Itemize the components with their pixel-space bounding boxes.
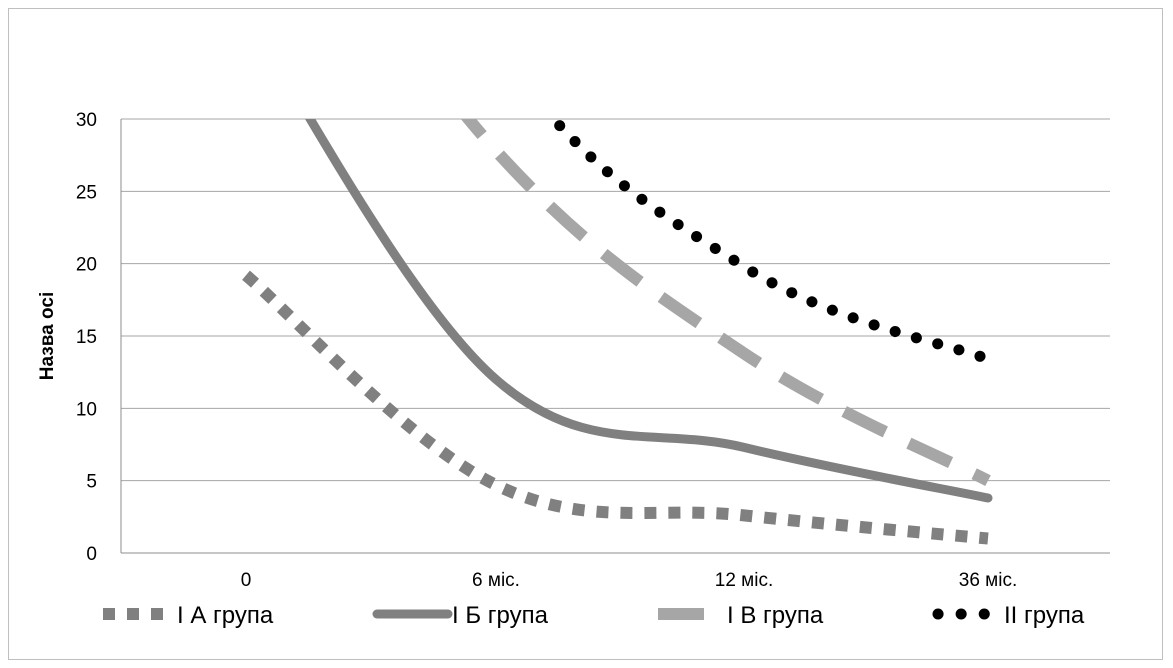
series-line-2 bbox=[460, 119, 991, 486]
y-tick-label: 25 bbox=[76, 182, 97, 203]
y-axis-title: Назва осі bbox=[37, 292, 58, 380]
chart-area bbox=[8, 8, 1163, 660]
x-tick-label: 6 міс. bbox=[472, 570, 520, 591]
gridlines bbox=[120, 118, 1110, 554]
legend-label: І В група bbox=[727, 602, 824, 629]
x-axis-ticks: 0 6 міс. 12 міс. 36 міс. bbox=[241, 570, 1018, 591]
legend: І А група І Б група І В група ІІ група bbox=[103, 602, 1085, 629]
legend-label: І А група bbox=[177, 602, 274, 629]
series-lines bbox=[242, 119, 994, 545]
series-line-0 bbox=[242, 270, 989, 545]
y-tick-label: 15 bbox=[76, 327, 97, 348]
series-line-3 bbox=[546, 119, 994, 365]
y-tick-label: 10 bbox=[76, 399, 97, 420]
y-tick-label: 30 bbox=[76, 110, 97, 131]
x-tick-label: 36 міс. bbox=[959, 570, 1017, 591]
series-line-1 bbox=[304, 119, 993, 503]
legend-label: І Б група bbox=[452, 602, 549, 629]
x-tick-label: 0 bbox=[241, 570, 252, 591]
y-tick-label: 20 bbox=[76, 255, 97, 276]
y-axis-ticks: 0 5 10 15 20 25 30 bbox=[76, 110, 97, 565]
y-tick-label: 0 bbox=[86, 544, 97, 565]
y-tick-label: 5 bbox=[86, 472, 97, 493]
legend-label: ІІ група bbox=[1004, 602, 1085, 629]
x-tick-label: 12 міс. bbox=[715, 570, 773, 591]
